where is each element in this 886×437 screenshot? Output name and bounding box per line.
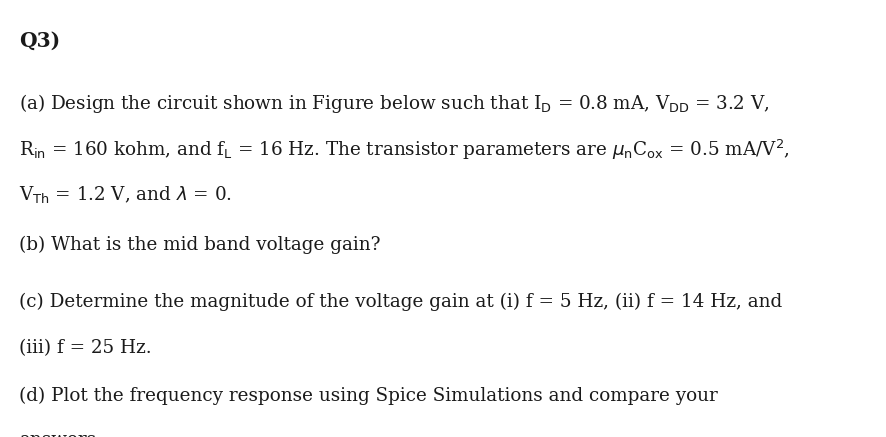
Text: answers.: answers. (19, 431, 103, 437)
Text: V$_{\mathrm{Th}}$ = 1.2 V, and $\lambda$ = 0.: V$_{\mathrm{Th}}$ = 1.2 V, and $\lambda$… (19, 184, 232, 205)
Text: (d) Plot the frequency response using Spice Simulations and compare your: (d) Plot the frequency response using Sp… (19, 387, 719, 405)
Text: (a) Design the circuit shown in Figure below such that I$_{\mathrm{D}}$ = 0.8 mA: (a) Design the circuit shown in Figure b… (19, 92, 770, 115)
Text: (iii) f = 25 Hz.: (iii) f = 25 Hz. (19, 339, 152, 357)
Text: R$_{\mathrm{in}}$ = 160 kohm, and f$_{\mathrm{L}}$ = 16 Hz. The transistor param: R$_{\mathrm{in}}$ = 160 kohm, and f$_{\m… (19, 138, 790, 162)
Text: Q3): Q3) (19, 31, 60, 51)
Text: (b) What is the mid band voltage gain?: (b) What is the mid band voltage gain? (19, 236, 381, 254)
Text: (c) Determine the magnitude of the voltage gain at (i) f = 5 Hz, (ii) f = 14 Hz,: (c) Determine the magnitude of the volta… (19, 293, 782, 311)
